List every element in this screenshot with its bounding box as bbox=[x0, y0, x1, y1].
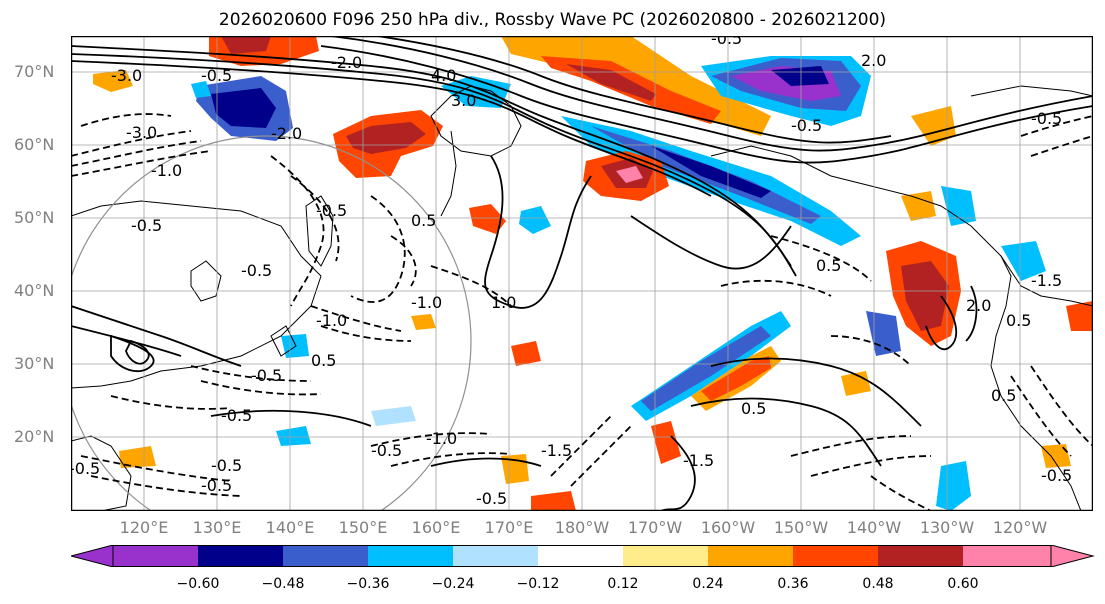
lon-label-140e: 140°E bbox=[265, 518, 315, 537]
contour-label: 0.5 bbox=[411, 211, 436, 230]
map-frame bbox=[71, 36, 1093, 511]
colorbar-segment bbox=[368, 545, 453, 567]
lat-label-20n: 20°N bbox=[14, 427, 55, 446]
contour-label: -0.5 bbox=[201, 476, 232, 495]
colorbar-tick-label: −0.60 bbox=[176, 576, 220, 592]
lat-label-50n: 50°N bbox=[14, 208, 55, 227]
colorbar-segment bbox=[113, 545, 198, 567]
lon-label-140w: 140°W bbox=[846, 518, 902, 537]
map-title: 2026020600 F096 250 hPa div., Rossby Wav… bbox=[218, 10, 887, 30]
lon-label-170e: 170°E bbox=[484, 518, 534, 537]
lat-label-60n: 60°N bbox=[14, 135, 55, 154]
colorbar-segment bbox=[623, 545, 708, 567]
colorbar bbox=[71, 545, 1095, 567]
colorbar-tick-label: −0.48 bbox=[261, 576, 305, 592]
contour-label: -0.5 bbox=[241, 261, 272, 280]
contour-label: -0.5 bbox=[711, 36, 742, 48]
colorbar-tick-label: −0.12 bbox=[516, 576, 560, 592]
contour-label: -0.5 bbox=[791, 116, 822, 135]
contour-label: -0.5 bbox=[131, 216, 162, 235]
contour-label: -1.0 bbox=[426, 429, 457, 448]
contour-label: -0.5 bbox=[211, 456, 242, 475]
contour-label: 0.5 bbox=[311, 351, 336, 370]
contour-label: 0.5 bbox=[991, 386, 1016, 405]
colorbar-segment bbox=[538, 545, 623, 567]
contour-label: -0.5 bbox=[371, 441, 402, 460]
lat-lon-grid bbox=[71, 36, 1093, 511]
contour-label: 3.0 bbox=[451, 91, 476, 110]
contour-label: -1.5 bbox=[541, 441, 572, 460]
colorbar-arrow-right bbox=[1050, 545, 1095, 567]
lon-label-180w: 180°W bbox=[554, 518, 610, 537]
lon-label-130w: 130°W bbox=[919, 518, 975, 537]
lat-label-70n: 70°N bbox=[14, 62, 55, 81]
colorbar-tick-label: −0.24 bbox=[431, 576, 475, 592]
colorbar-segments bbox=[112, 545, 1052, 567]
contour-label: -1.5 bbox=[683, 451, 714, 470]
contour-label: -0.5 bbox=[1031, 109, 1062, 128]
contour-label: -1.5 bbox=[1031, 271, 1062, 290]
contour-label: -0.5 bbox=[476, 489, 507, 508]
contour-label: -3.0 bbox=[111, 66, 142, 85]
contour-label: -2.0 bbox=[271, 124, 302, 143]
contour-label: -0.5 bbox=[251, 366, 282, 385]
contour-label: 1.0 bbox=[491, 293, 516, 312]
contour-label: 2.0 bbox=[966, 296, 991, 315]
positive-contours bbox=[71, 36, 1093, 511]
lon-label-160w: 160°W bbox=[700, 518, 756, 537]
contour-label: 0.5 bbox=[741, 399, 766, 418]
contour-label: -0.5 bbox=[201, 66, 232, 85]
colorbar-tick-label: −0.36 bbox=[346, 576, 390, 592]
contour-label: -0.5 bbox=[221, 406, 252, 425]
colorbar-segment bbox=[708, 545, 793, 567]
lon-label-130e: 130°E bbox=[192, 518, 242, 537]
colorbar-tick-label: 0.60 bbox=[947, 576, 979, 592]
lon-label-120w: 120°W bbox=[992, 518, 1048, 537]
colorbar-arrow-left bbox=[71, 545, 114, 567]
colorbar-tick-label: 0.48 bbox=[862, 576, 894, 592]
colorbar-segment bbox=[963, 545, 1051, 567]
contour-label: -1.0 bbox=[411, 293, 442, 312]
lon-label-120e: 120°E bbox=[119, 518, 169, 537]
contour-label: 2.0 bbox=[861, 51, 886, 70]
lon-label-160e: 160°E bbox=[411, 518, 461, 537]
colorbar-segment bbox=[793, 545, 878, 567]
colorbar-segment bbox=[453, 545, 538, 567]
contour-label: -0.5 bbox=[316, 201, 347, 220]
colorbar-segment bbox=[283, 545, 368, 567]
contour-label: -2.0 bbox=[331, 53, 362, 72]
contour-label: -1.0 bbox=[151, 161, 182, 180]
lon-label-150w: 150°W bbox=[773, 518, 829, 537]
colorbar-tick-label: 0.12 bbox=[607, 576, 639, 592]
colorbar-tick-label: 0.24 bbox=[692, 576, 724, 592]
map-panel: -3.0 -0.5 -2.0 4.0 3.0 2.0 -0.5 -3.0 -2.… bbox=[71, 36, 1093, 511]
colorbar-segment bbox=[878, 545, 963, 567]
contour-label: 4.0 bbox=[431, 66, 456, 85]
region-circle bbox=[71, 135, 472, 511]
contour-label: 0.5 bbox=[1006, 311, 1031, 330]
contour-label: -0.5 bbox=[71, 459, 100, 478]
lon-label-150e: 150°E bbox=[338, 518, 388, 537]
lat-label-30n: 30°N bbox=[14, 354, 55, 373]
colorbar-segment bbox=[198, 545, 283, 567]
contour-label: -0.5 bbox=[1041, 466, 1072, 485]
contour-label: -3.0 bbox=[126, 123, 157, 142]
contour-label: 0.5 bbox=[816, 256, 841, 275]
contour-label: -1.0 bbox=[316, 311, 347, 330]
lat-label-40n: 40°N bbox=[14, 281, 55, 300]
negative-contours bbox=[71, 113, 1093, 511]
colorbar-tick-label: 0.36 bbox=[777, 576, 809, 592]
lon-label-170w: 170°W bbox=[627, 518, 683, 537]
